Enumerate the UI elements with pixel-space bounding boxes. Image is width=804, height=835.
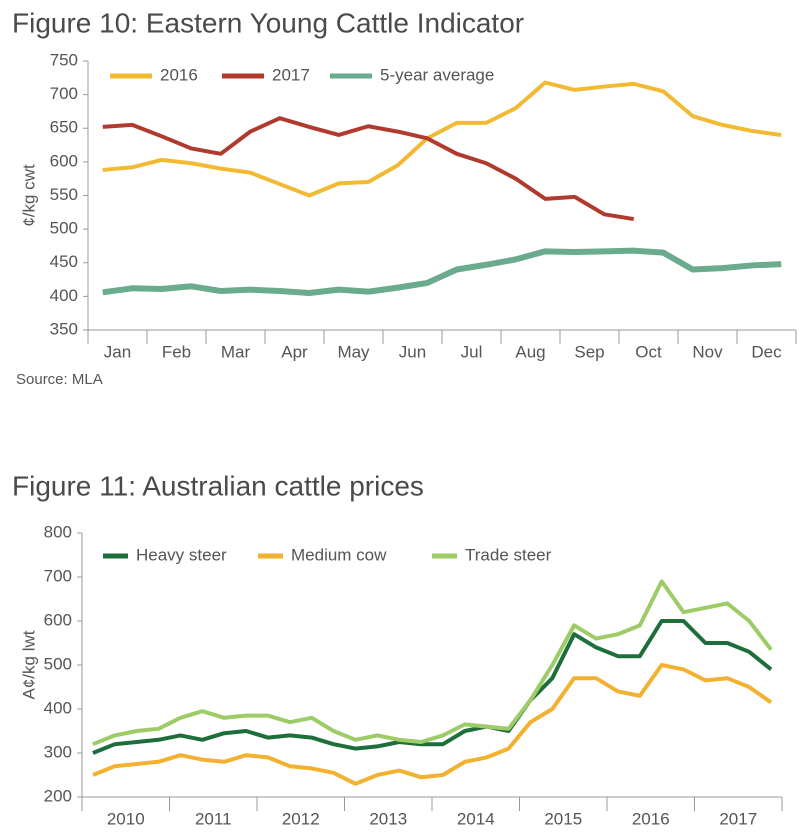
x-tick-label: 2011	[195, 809, 232, 828]
x-tick-label: Jul	[461, 342, 483, 361]
y-tick-label: 750	[50, 50, 78, 69]
y-axis-label: ¢/kg cwt	[19, 164, 38, 227]
chart-title: Figure 11: Australian cattle prices	[12, 470, 424, 501]
y-tick-label: 600	[50, 151, 78, 170]
x-tick-label: Apr	[281, 342, 308, 361]
legend-label: 5-year average	[380, 65, 494, 84]
x-tick-label: Mar	[221, 342, 251, 361]
x-tick-label: Feb	[162, 342, 191, 361]
legend-label: Heavy steer	[136, 545, 227, 564]
x-tick-label: Nov	[692, 342, 723, 361]
legend-label: 2016	[160, 65, 198, 84]
x-tick-label: 2012	[282, 809, 320, 828]
y-tick-label: 500	[50, 219, 78, 238]
y-tick-label: 600	[44, 610, 72, 629]
y-tick-label: 650	[50, 118, 78, 137]
y-tick-label: 400	[44, 698, 72, 717]
y-tick-label: 450	[50, 252, 78, 271]
x-tick-label: 2013	[369, 809, 407, 828]
x-tick-label: Jan	[104, 342, 131, 361]
y-tick-label: 350	[50, 319, 78, 338]
legend-label: Medium cow	[291, 545, 387, 564]
series-line	[92, 663, 773, 786]
chart-title: Figure 10: Eastern Young Cattle Indicato…	[12, 7, 524, 38]
y-tick-label: 500	[44, 654, 72, 673]
legend-label: 2017	[272, 65, 310, 84]
source: Source: MLA	[16, 371, 103, 388]
x-tick-label: Dec	[751, 342, 782, 361]
series-line	[102, 80, 782, 198]
y-tick-label: 700	[50, 84, 78, 103]
y-tick-label: 800	[44, 522, 72, 541]
y-tick-label: 200	[44, 786, 72, 805]
series-line	[92, 579, 773, 747]
series-line	[102, 247, 782, 297]
x-tick-label: Oct	[635, 342, 662, 361]
series-line	[102, 116, 635, 222]
x-tick-label: Sep	[574, 342, 604, 361]
legend-label: Trade steer	[465, 545, 552, 564]
y-tick-label: 300	[44, 742, 72, 761]
x-tick-label: Aug	[515, 342, 545, 361]
y-tick-label: 400	[50, 286, 78, 305]
x-tick-label: Jun	[399, 342, 426, 361]
x-tick-label: 2017	[719, 809, 757, 828]
x-tick-label: 2016	[632, 809, 670, 828]
y-tick-label: 550	[50, 185, 78, 204]
x-tick-label: 2010	[107, 809, 145, 828]
x-tick-label: May	[337, 342, 370, 361]
series-line	[92, 619, 773, 755]
y-axis-label: A¢/kg lwt	[19, 630, 38, 699]
x-tick-label: 2015	[544, 809, 582, 828]
y-tick-label: 700	[44, 566, 72, 585]
x-tick-label: 2014	[457, 809, 495, 828]
